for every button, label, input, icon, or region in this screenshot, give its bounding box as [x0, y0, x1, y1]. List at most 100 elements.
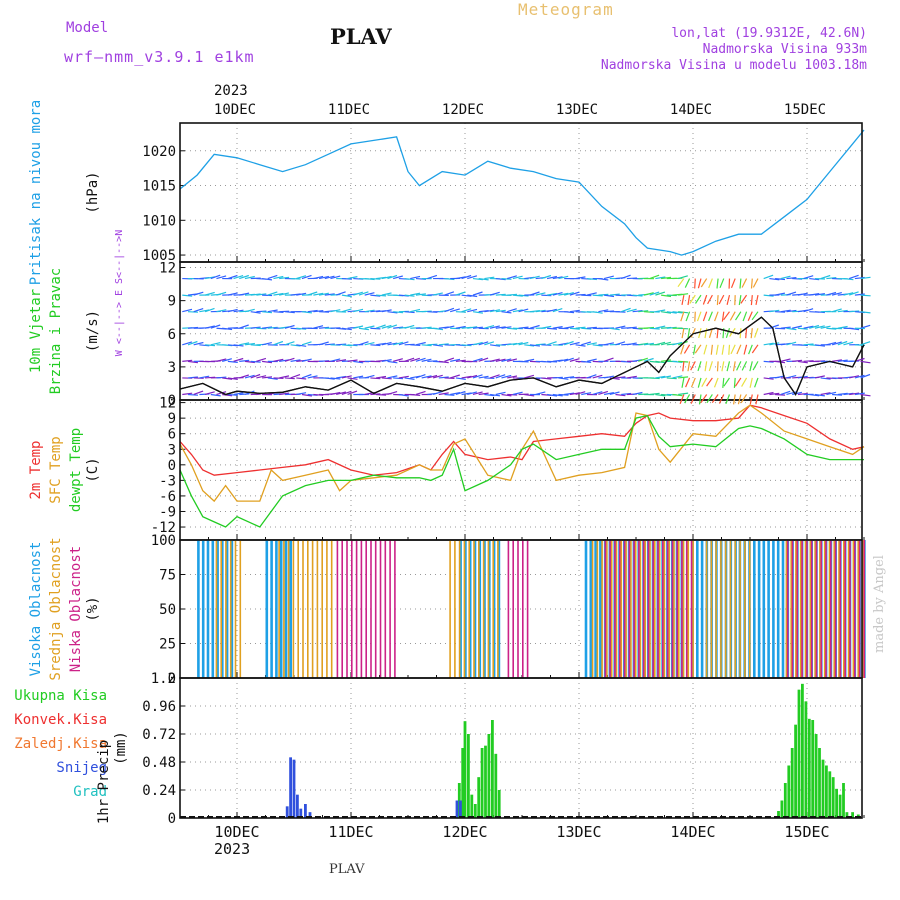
- wind-barb: [330, 275, 341, 280]
- wind-barb: [715, 344, 719, 355]
- wind-barb: [831, 292, 842, 296]
- y-tick-label: 3: [168, 360, 176, 376]
- wind-barb: [809, 393, 820, 397]
- cloud-bar-mid_cloud: [729, 540, 732, 678]
- wind-barb: [820, 274, 831, 280]
- cloud-bar-mid_cloud: [625, 540, 627, 678]
- wind-barb: [586, 342, 597, 346]
- year-top-label: 2023: [214, 83, 248, 99]
- wind-barb: [318, 341, 329, 346]
- wind-barb: [341, 308, 352, 313]
- y-tick-label: 25: [159, 637, 176, 653]
- wind-barb: [690, 394, 696, 404]
- wind-barb: [461, 344, 472, 347]
- cloud-bar-high_cloud: [464, 540, 467, 678]
- wind-barb: [341, 294, 352, 298]
- cloud-bar-high_cloud: [594, 540, 597, 678]
- model-label: Model: [66, 20, 109, 36]
- wind-barb: [404, 311, 415, 314]
- wind-barb: [387, 274, 398, 280]
- wind-barb: [649, 392, 660, 396]
- cloud-bar-high_cloud: [225, 540, 229, 678]
- wind-barb: [358, 291, 369, 296]
- wind-barb: [569, 309, 580, 313]
- model-name: wrf—nmm_v3.9.1 e1km: [64, 48, 255, 66]
- precip-bar-total: [790, 748, 794, 818]
- wind-barb: [750, 295, 753, 306]
- wind-barb: [467, 294, 478, 298]
- wind-barb: [803, 275, 814, 280]
- cloud-bar-low_cloud: [623, 540, 626, 678]
- precip-bar-total: [480, 748, 484, 818]
- axis-name-label: Visoka Oblacnost: [28, 542, 44, 677]
- wind-barb: [495, 374, 506, 379]
- precip-bar-total: [467, 734, 470, 818]
- wind-barb: [495, 309, 506, 313]
- wind-barb: [626, 375, 637, 379]
- wind-barb: [472, 311, 483, 314]
- wind-barb: [803, 325, 814, 329]
- wind-barb: [655, 309, 666, 313]
- cloud-bar-low_cloud: [791, 540, 794, 678]
- wind-barb: [370, 327, 381, 330]
- wind-barb: [330, 377, 341, 380]
- wind-barb: [552, 393, 563, 397]
- wind-barb: [701, 377, 708, 387]
- wind-barb: [575, 391, 586, 396]
- wind-barb: [273, 311, 284, 313]
- wind-barb: [324, 377, 335, 380]
- cloud-bar-mid_cloud: [790, 540, 792, 678]
- wind-barb: [725, 394, 731, 405]
- wind-barb: [694, 344, 702, 354]
- cloud-bar-mid_cloud: [591, 540, 594, 678]
- wind-barb: [814, 375, 825, 379]
- wind-barb: [655, 341, 666, 346]
- cloud-bar-high_cloud: [279, 540, 283, 678]
- wind-barb: [704, 328, 708, 339]
- wind-barb: [489, 291, 500, 296]
- top-date-label: 13DEC: [556, 102, 598, 118]
- wind-barb: [358, 327, 369, 331]
- cloud-bar-mid_cloud: [601, 540, 603, 678]
- wind-barb: [552, 376, 563, 379]
- wind-barb: [376, 393, 387, 396]
- wind-barb: [227, 393, 238, 396]
- wind-barb: [381, 377, 392, 380]
- wind-barb: [609, 391, 620, 396]
- wind-barb: [848, 274, 859, 280]
- cloud-bar-high_cloud: [216, 540, 219, 678]
- wind-barb: [227, 308, 238, 313]
- y-tick-label: -9: [159, 504, 176, 520]
- wind-barb: [672, 341, 683, 346]
- wind-barb: [410, 344, 421, 346]
- wind-barb: [860, 360, 871, 364]
- wind-barb: [444, 357, 455, 362]
- wind-barb: [410, 357, 420, 362]
- wind-barb: [780, 326, 791, 329]
- cloud-bar-low_cloud: [374, 540, 377, 678]
- wind-barb: [643, 357, 654, 362]
- wind-barb: [313, 393, 324, 396]
- precip-bar-snow: [289, 757, 292, 818]
- wind-barb: [279, 292, 290, 296]
- wind-barb: [199, 375, 210, 379]
- wind-barb: [592, 374, 603, 379]
- wind-barb: [678, 392, 689, 396]
- wind-barb: [529, 275, 540, 280]
- wind-barb: [529, 344, 540, 347]
- wind-barb: [792, 391, 803, 396]
- cloud-bar-low_cloud: [685, 540, 688, 678]
- wind-barb: [484, 276, 495, 280]
- wind-barb: [524, 344, 535, 347]
- wind-barb: [529, 324, 540, 329]
- wind-barb: [763, 294, 774, 297]
- wind-barb: [563, 357, 574, 362]
- wind-barb: [472, 291, 483, 296]
- wind-barb: [854, 374, 865, 379]
- wind-barb: [672, 375, 683, 379]
- cloud-bar-mid_cloud: [748, 540, 751, 678]
- wind-barb: [837, 359, 848, 362]
- top-date-label: 10DEC: [214, 102, 256, 118]
- cloud-bar-mid_cloud: [799, 540, 802, 678]
- wind-barb: [741, 377, 748, 387]
